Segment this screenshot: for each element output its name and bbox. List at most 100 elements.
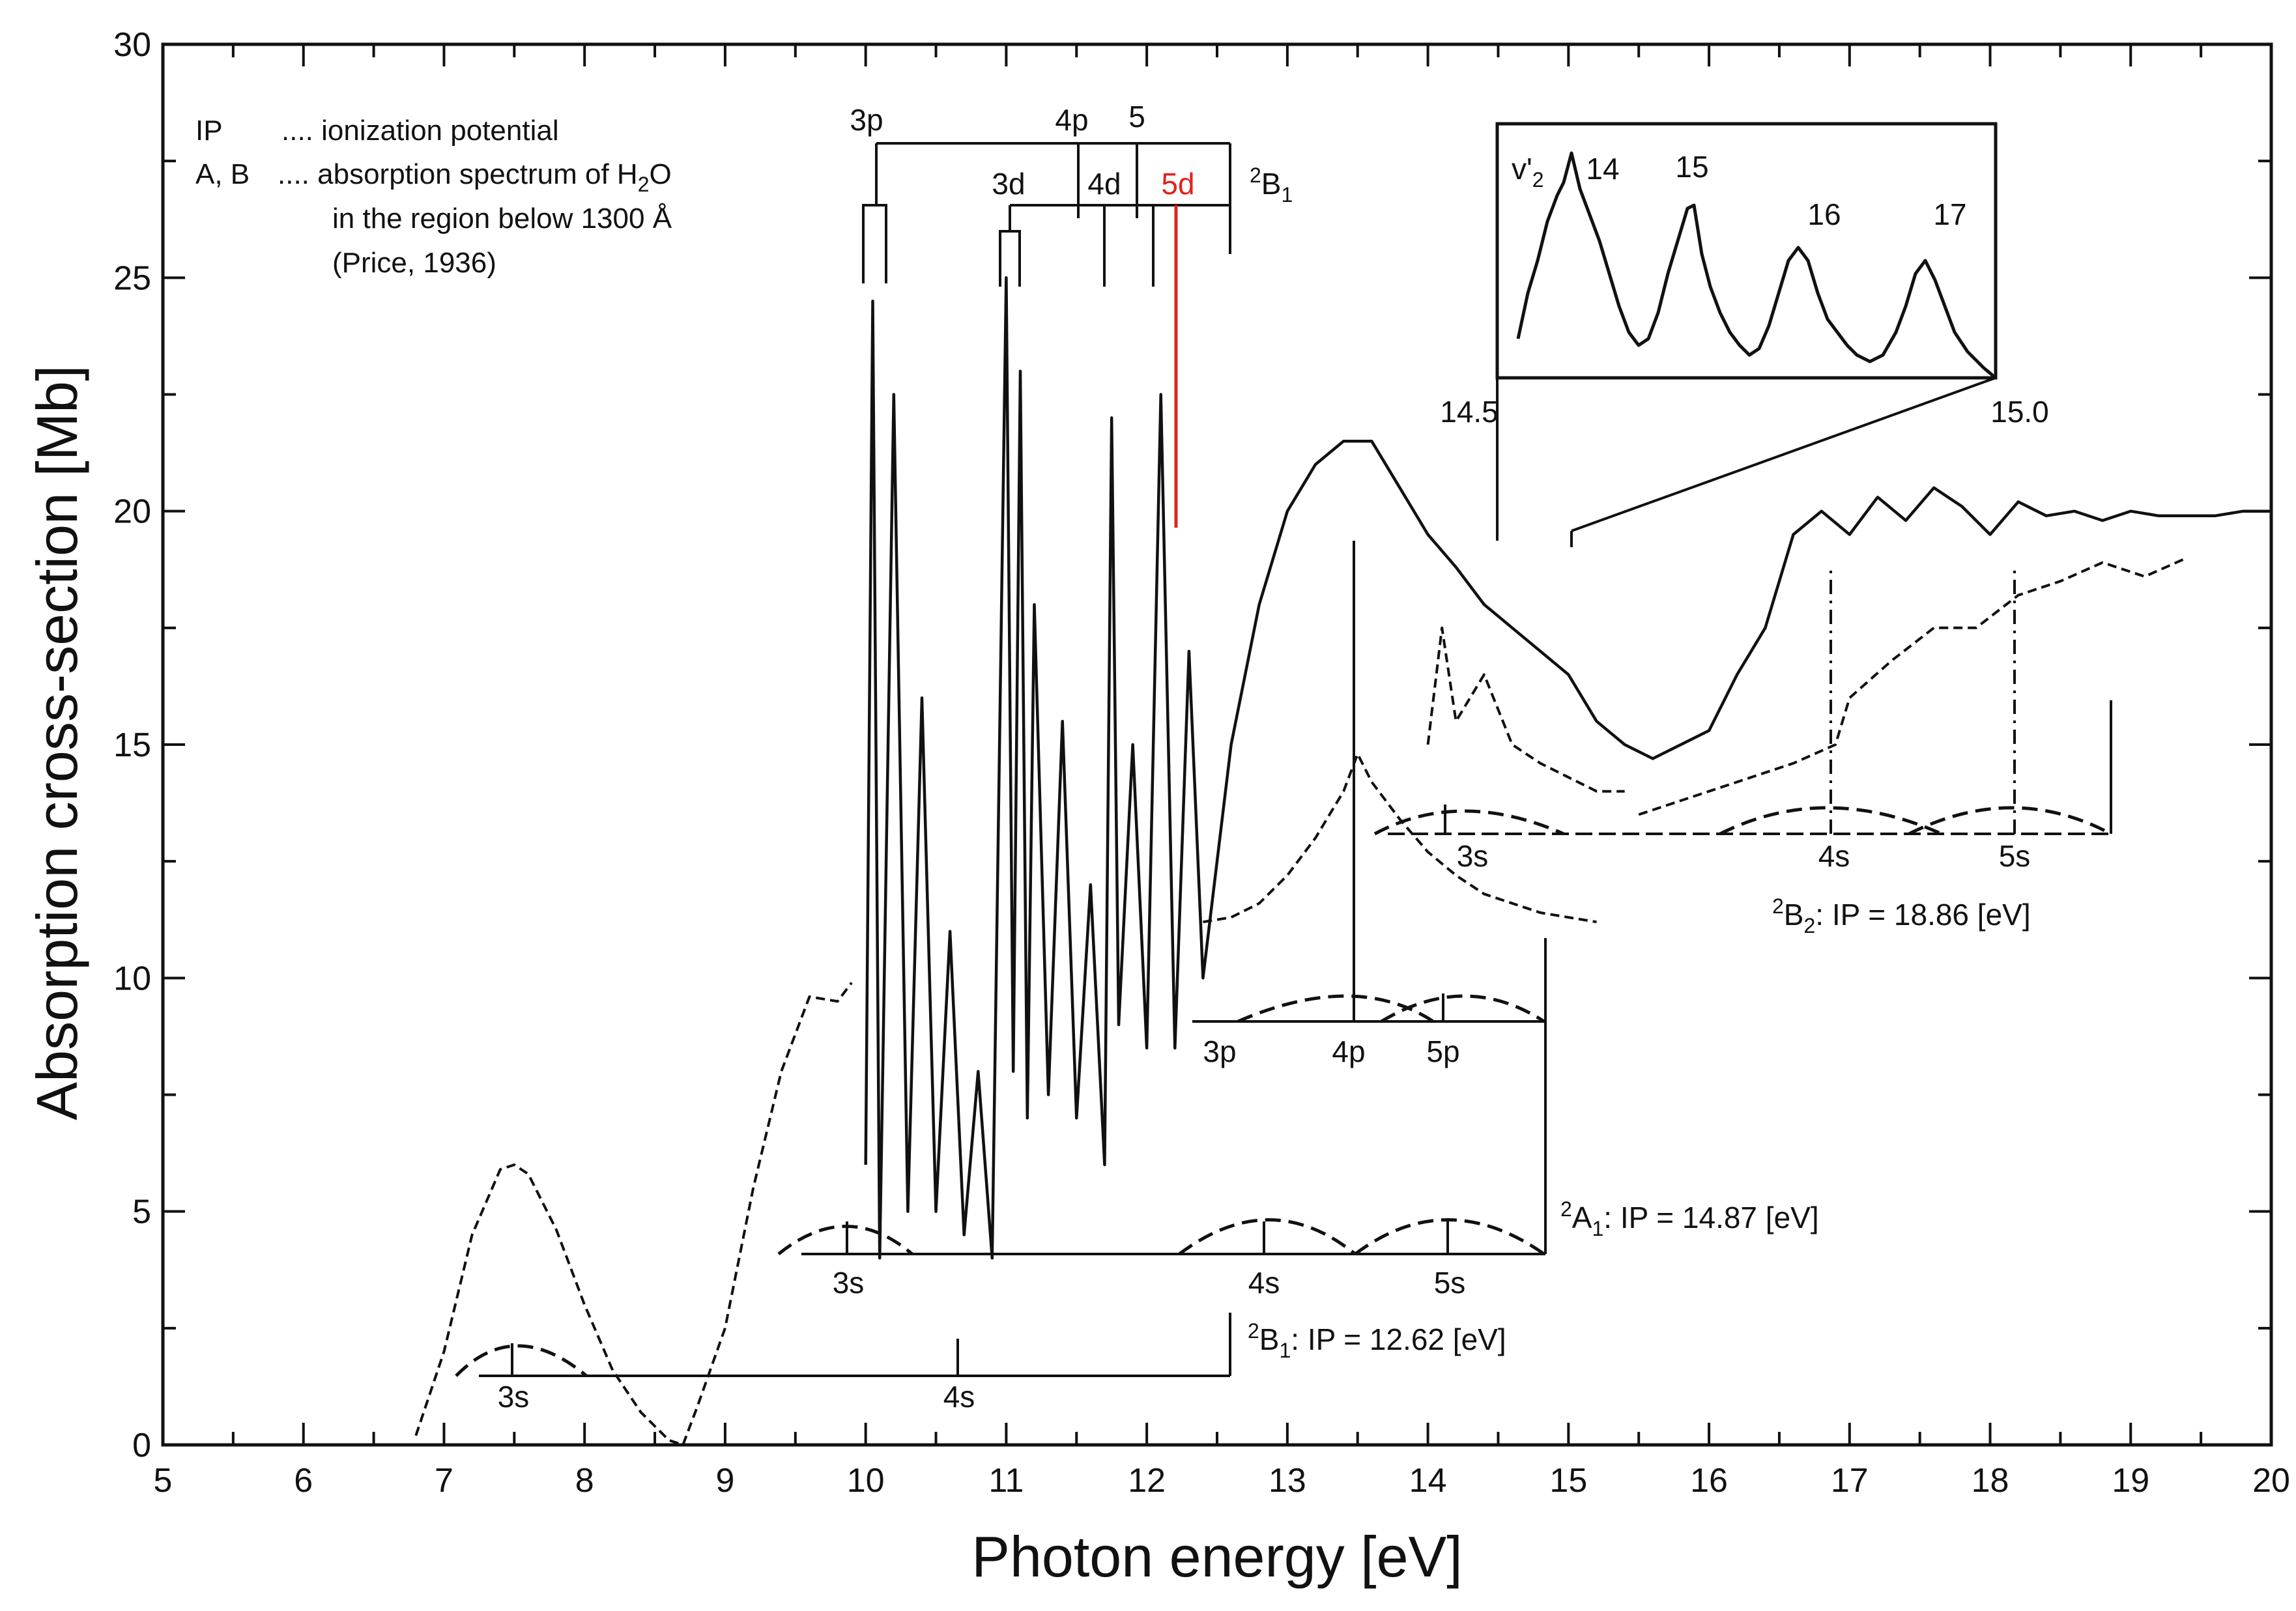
y-tick-label: 15: [113, 726, 151, 764]
series-line-3: [1203, 752, 1597, 924]
inset-panel: v'2 14 15 16 17 14.5 15.0: [1440, 122, 2049, 547]
b2-5s-label: 5s: [1999, 839, 2031, 873]
top-5d-label: 5d: [1161, 167, 1194, 201]
a1-4s-label: 4s: [1248, 1266, 1280, 1300]
a1-5s-label: 5s: [1434, 1266, 1466, 1300]
legend-ab-text: .... absorption spectrum of H2O: [278, 158, 672, 196]
rydberg-bumps: [455, 806, 2112, 1377]
inset-16-label: 16: [1807, 197, 1841, 231]
b1-3s-label: 3s: [498, 1380, 530, 1414]
top-3d-label: 3d: [992, 167, 1025, 201]
inset-v-sub: 2: [1532, 168, 1544, 192]
legend: IP .... ionization potential A, B .... a…: [195, 115, 672, 279]
top-4d-label: 4d: [1087, 167, 1121, 201]
a1-3s-label: 3s: [833, 1266, 865, 1300]
legend-line4: (Price, 1936): [332, 247, 496, 279]
bump-p-4p: [1237, 994, 1435, 1023]
inset-x-right: 15.0: [1990, 395, 2049, 429]
bump-b2-3s: [1373, 809, 1565, 836]
series-line-1: [414, 982, 853, 1446]
x-tick-label: 16: [1690, 1462, 1728, 1500]
inset-14-label: 14: [1586, 152, 1619, 186]
p-5p-label: 5p: [1426, 1034, 1459, 1068]
legend-ab-key: A, B: [195, 158, 250, 190]
b2-ip-sub: 2: [1803, 914, 1815, 937]
b1-4s-label: 4s: [943, 1380, 975, 1414]
top-3p-label: 3p: [850, 103, 883, 137]
top-b1-label: 2B1: [1250, 164, 1293, 207]
legend-ab-main: .... absorption spectrum of H: [278, 158, 638, 190]
x-tick-label: 5: [154, 1462, 173, 1500]
inset-frame: [1495, 122, 1998, 380]
b2-4s-label: 4s: [1818, 839, 1850, 873]
y-tick-label: 0: [132, 1427, 151, 1464]
series-a1-bar: 3s 4s 5s 2A1: IP = 14.87 [eV]: [801, 938, 1819, 1300]
x-tick-label: 13: [1269, 1462, 1306, 1500]
legend-ab-end: O: [649, 158, 671, 190]
bump-b2-5s: [1908, 806, 2112, 836]
y-axis-title: Absorption cross-section [Mb]: [25, 365, 89, 1120]
inset-x-left: 14.5: [1440, 395, 1499, 429]
nd-3d-bracket: [999, 230, 1021, 287]
y-tick-label: 25: [113, 259, 151, 297]
b1-ip-sub: 1: [1279, 1339, 1291, 1362]
y-tick-label: 5: [132, 1193, 151, 1231]
legend-ab-sub: 2: [638, 173, 650, 196]
series-b1-bar: 3s 4s 2B1: IP = 12.62 [eV]: [479, 1313, 1506, 1414]
bump-p-5p: [1380, 994, 1545, 1023]
axis-ticks: [162, 43, 2273, 1446]
inset-v-label: v'2: [1512, 152, 1544, 192]
series-line-5: [1638, 556, 2188, 816]
legend-line3: in the region below 1300 Å: [332, 203, 672, 235]
legend-ip-text: .... ionization potential: [281, 115, 559, 147]
y-tick-label: 20: [113, 493, 151, 531]
top-b1-letter: B: [1261, 167, 1282, 201]
bump-a1-3s: [777, 1225, 913, 1255]
series-line-4: [1426, 626, 1625, 793]
b1-ip-label: 2B1: IP = 12.62 [eV]: [1248, 1319, 1506, 1362]
x-tick-label: 9: [715, 1462, 734, 1500]
series-b2-bar: 3s 4s 5s 2B2: IP = 18.86 [eV]: [1388, 570, 2112, 937]
series-group: [414, 276, 2271, 1446]
b1-ip-pre: 2: [1248, 1319, 1259, 1343]
top-brackets: 3p 4p 5 3d 4d 5d 2B1: [850, 100, 1293, 528]
top-b1-sub: 1: [1281, 183, 1293, 207]
x-tick-label: 7: [435, 1462, 453, 1500]
b1-ip-letter: B: [1259, 1322, 1280, 1356]
b1-ip-rest: : IP = 12.62 [eV]: [1291, 1322, 1506, 1356]
x-tick-labels: 5 6 7 8 9 10 11 12 13 14 15 16 17 18 19 20: [154, 1462, 2290, 1500]
inset-15-label: 15: [1675, 150, 1708, 184]
x-axis-title: Photon energy [eV]: [971, 1524, 1462, 1589]
series-line-2: [864, 276, 2271, 1260]
bump-b1-3s: [455, 1344, 588, 1377]
series-p-bar: 3p 4p 5p: [1192, 541, 1545, 1068]
inset-17-label: 17: [1933, 197, 1966, 231]
x-tick-label: 19: [2112, 1462, 2149, 1500]
b2-ip-letter: B: [1784, 898, 1804, 932]
a1-ip-letter: A: [1572, 1201, 1592, 1234]
inset-v-main: v': [1512, 152, 1532, 186]
y-tick-label: 10: [113, 960, 151, 997]
inset-pointer-right: [1571, 377, 1996, 532]
x-tick-label: 8: [575, 1462, 594, 1500]
x-tick-label: 11: [988, 1462, 1024, 1500]
bump-a1-5s: [1354, 1218, 1545, 1256]
x-tick-label: 18: [1972, 1462, 2009, 1500]
top-5-label: 5: [1128, 100, 1145, 134]
b2-ip-label: 2B2: IP = 18.86 [eV]: [1772, 894, 2031, 937]
bump-b2-4s: [1719, 806, 1943, 836]
a1-ip-label: 2A1: IP = 14.87 [eV]: [1560, 1197, 1819, 1240]
x-tick-label: 12: [1128, 1462, 1166, 1500]
x-tick-label: 10: [847, 1462, 885, 1500]
b2-3s-label: 3s: [1457, 839, 1489, 873]
y-tick-labels: 0 5 10 15 20 25 30: [113, 26, 151, 1464]
x-tick-label: 20: [2252, 1462, 2290, 1500]
top-4p-label: 4p: [1055, 103, 1088, 137]
p-3p-label: 3p: [1203, 1034, 1236, 1068]
a1-ip-pre: 2: [1560, 1197, 1572, 1221]
bump-a1-4s: [1178, 1218, 1356, 1256]
x-tick-label: 14: [1409, 1462, 1447, 1500]
b2-ip-rest: : IP = 18.86 [eV]: [1815, 898, 2030, 932]
x-tick-label: 17: [1831, 1462, 1869, 1500]
